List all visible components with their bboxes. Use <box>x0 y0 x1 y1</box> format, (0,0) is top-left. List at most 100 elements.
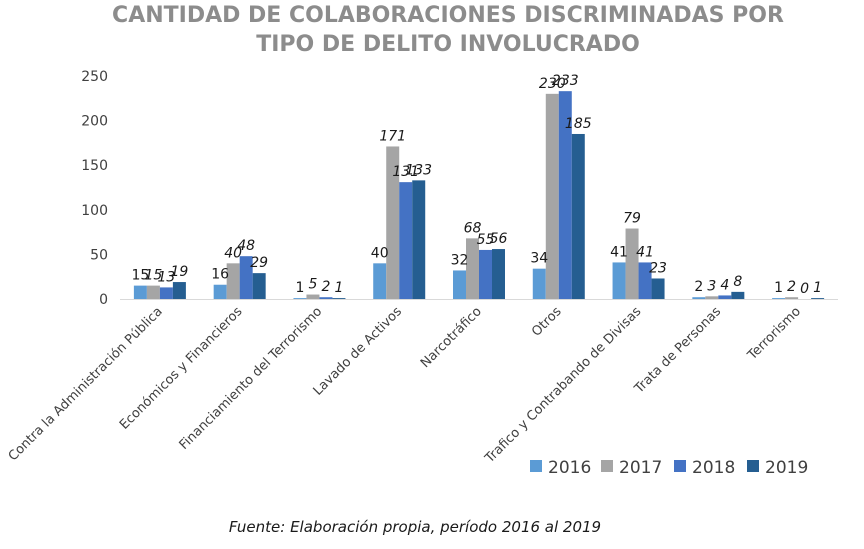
data-label-2016: 40 <box>371 245 389 261</box>
source-note: Fuente: Elaboración propia, período 2016… <box>229 518 601 536</box>
y-tick-label: 250 <box>81 69 108 85</box>
data-label-2016: 32 <box>451 252 469 268</box>
bar-2017 <box>785 297 799 299</box>
data-label-2016: 15 <box>131 268 149 284</box>
data-label-2017: 171 <box>379 128 406 144</box>
bars <box>133 91 825 299</box>
bar-2019 <box>492 249 505 299</box>
data-label-2018: 55 <box>477 232 495 248</box>
bar-2016 <box>772 298 786 299</box>
bar-2019 <box>412 180 426 299</box>
data-label-2016: 1 <box>774 280 783 296</box>
bar-2016 <box>532 268 546 299</box>
bar-2018 <box>638 262 652 299</box>
data-label-2018: 0 <box>800 281 809 297</box>
bar-2019 <box>252 273 266 299</box>
legend-swatch-2016 <box>530 460 542 472</box>
legend-swatch-2018 <box>674 460 686 472</box>
data-label-2016: 1 <box>295 280 304 296</box>
bar-2016 <box>293 298 307 299</box>
bar-2019 <box>651 278 665 299</box>
y-tick-label: 150 <box>81 158 108 174</box>
legend-label-2016: 2016 <box>548 458 591 478</box>
bar-2017 <box>306 294 320 299</box>
chart-title-line-2: TIPO DE DELITO INVOLUCRADO <box>256 32 640 57</box>
bar-2018 <box>718 295 732 299</box>
data-label-2019: 1 <box>334 280 343 296</box>
data-label-2019: 23 <box>649 260 667 276</box>
data-label-2019: 56 <box>490 231 508 247</box>
y-tick-label: 100 <box>81 203 108 219</box>
data-label-2019: 19 <box>170 264 188 280</box>
bar-2018 <box>319 297 333 299</box>
bar-2018 <box>399 182 413 299</box>
category-label: Narcotráfico <box>418 304 485 371</box>
data-label-2016: 41 <box>610 244 628 260</box>
y-tick-label: 50 <box>90 247 108 263</box>
bar-2016 <box>213 284 227 299</box>
data-label-2019: 8 <box>733 274 742 290</box>
category-label: Financiamiento del Terrorismo <box>177 304 326 453</box>
x-axis: Contra la Administración PúblicaEconómic… <box>6 299 838 467</box>
data-label-2016: 16 <box>211 267 229 283</box>
bar-2017 <box>226 263 240 299</box>
data-label-2017: 5 <box>308 277 317 293</box>
category-label: Lavado de Activos <box>311 304 406 399</box>
data-label-2017: 40 <box>224 245 242 261</box>
bar-2019 <box>332 298 346 299</box>
bar-2016 <box>373 263 387 299</box>
bar-2018 <box>159 287 173 299</box>
bar-2017 <box>146 285 160 299</box>
data-label-2018: 48 <box>237 238 255 254</box>
bar-2017 <box>625 228 639 299</box>
data-label-2019: 29 <box>250 255 268 271</box>
bar-2016 <box>133 285 147 299</box>
data-label-2017: 230 <box>539 76 566 92</box>
y-tick-label: 200 <box>81 114 108 130</box>
category-label: Otros <box>529 304 565 340</box>
category-label: Contra la Administración Pública <box>6 304 166 464</box>
chart-title-line-1: CANTIDAD DE COLABORACIONES DISCRIMINADAS… <box>112 3 784 28</box>
y-tick-label: 0 <box>99 292 108 308</box>
data-label-2017: 15 <box>144 268 162 284</box>
data-label-2019: 133 <box>405 162 432 178</box>
bar-2017 <box>466 238 479 299</box>
data-label-2019: 185 <box>565 116 592 132</box>
bar-2016 <box>612 262 626 299</box>
data-label-2018: 4 <box>720 277 729 293</box>
legend-label-2019: 2019 <box>765 458 808 478</box>
legend-label-2018: 2018 <box>692 458 735 478</box>
data-label-2017: 68 <box>464 220 482 236</box>
bar-2016 <box>692 297 706 299</box>
bar-2017 <box>545 93 559 299</box>
category-label: Terrorismo <box>744 304 804 364</box>
data-label-2017: 3 <box>707 278 716 294</box>
bar-2016 <box>453 270 466 299</box>
bar-2018 <box>239 256 253 299</box>
data-label-2019: 1 <box>813 280 822 296</box>
bar-2018 <box>479 249 492 299</box>
bar-2019 <box>731 291 745 299</box>
data-label-2016: 34 <box>530 251 548 267</box>
data-label-2018: 41 <box>636 244 654 260</box>
data-label-2017: 2 <box>787 279 796 295</box>
category-label: Trafico y Contrabando de Divisas <box>482 304 645 467</box>
data-label-2018: 2 <box>321 279 330 295</box>
data-label-2018: 233 <box>552 73 579 89</box>
bar-2017 <box>386 146 400 299</box>
bar-2018 <box>558 91 572 299</box>
legend-swatch-2019 <box>747 460 759 472</box>
bar-2019 <box>811 298 825 299</box>
data-label-2017: 79 <box>623 211 641 227</box>
y-axis: 0 50 100 150 200 250 <box>81 69 108 308</box>
bar-2019 <box>172 282 186 299</box>
data-label-2018: 131 <box>392 164 419 180</box>
data-label-2018: 13 <box>157 269 175 285</box>
legend-swatch-2017 <box>601 460 613 472</box>
data-label-2016: 2 <box>694 279 703 295</box>
bar-2019 <box>571 133 585 299</box>
category-label: Trata de Personas <box>631 304 724 397</box>
bar-2017 <box>705 296 719 299</box>
